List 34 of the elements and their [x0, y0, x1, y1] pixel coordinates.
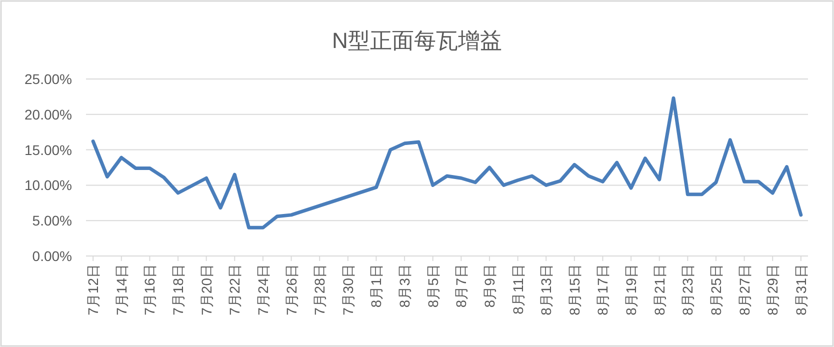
x-tick-label: 8月5日 [424, 264, 441, 308]
x-tick-label: 8月15日 [566, 264, 582, 316]
y-tick-label: 25.00% [24, 71, 72, 87]
x-tick-label: 7月12日 [85, 264, 102, 316]
x-tick-label: 7月30日 [340, 264, 356, 316]
y-tick-label: 20.00% [24, 106, 72, 122]
line-series [91, 96, 803, 230]
x-tick-label: 7月20日 [198, 264, 214, 316]
x-tick-label: 7月18日 [170, 264, 186, 316]
y-tick-label: 5.00% [32, 212, 72, 229]
x-tick-label: 7月16日 [142, 264, 158, 316]
x-tick-label: 8月17日 [594, 264, 611, 316]
x-tick-label: 8月9日 [481, 264, 498, 308]
x-tick-label: 8月19日 [623, 264, 640, 316]
x-tick-label: 8月25日 [708, 264, 724, 316]
x-tick-label: 8月3日 [396, 264, 413, 308]
x-tick-label: 7月22日 [226, 264, 243, 316]
x-tick-label: 8月23日 [680, 264, 696, 316]
x-tick-label: 7月24日 [254, 264, 271, 316]
x-tick-label: 7月26日 [283, 264, 300, 316]
y-tick-label: 15.00% [24, 142, 72, 158]
x-tick-label: 7月14日 [113, 264, 130, 316]
chart-title: N型正面每瓦增益 [332, 28, 502, 53]
x-tick-label: 8月7日 [453, 264, 470, 308]
x-tick-label: 8月31日 [792, 264, 809, 316]
x-tick-label: 7月28日 [312, 264, 328, 316]
x-tick-label: 8月1日 [368, 264, 384, 308]
x-tick-label: 8月29日 [764, 264, 781, 316]
x-tick-label: 8月21日 [651, 264, 668, 316]
x-tick-label: 8月13日 [538, 264, 554, 316]
x-tick-label: 8月27日 [736, 264, 752, 316]
y-tick-label: 0.00% [32, 248, 72, 264]
x-tick-label: 8月11日 [510, 264, 526, 314]
y-tick-label: 10.00% [24, 177, 72, 194]
